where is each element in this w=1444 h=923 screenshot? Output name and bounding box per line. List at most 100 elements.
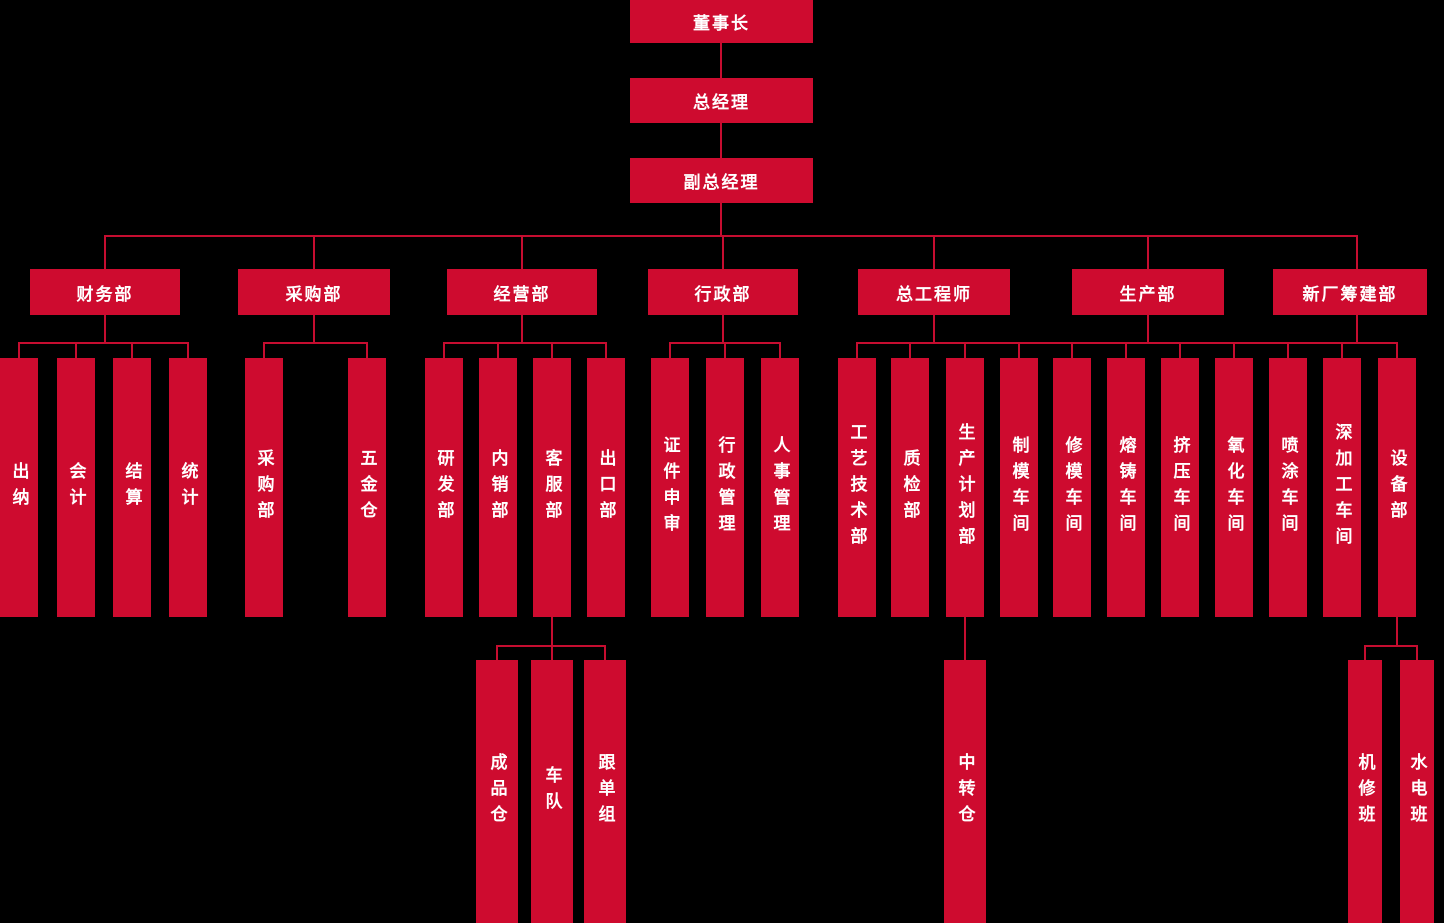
node-extrusion-workshop: 挤压车间 [1161, 358, 1199, 617]
connector-line [131, 342, 133, 358]
node-label: 工艺技术部 [846, 422, 867, 553]
node-label: 新厂筹建部 [1302, 284, 1398, 305]
node-label: 采购部 [285, 284, 343, 305]
connector-line [521, 315, 523, 342]
connector-line [187, 342, 189, 358]
node-label: 客服部 [541, 448, 562, 527]
node-label: 中转仓 [954, 752, 975, 831]
node-label: 制模车间 [1008, 435, 1029, 540]
connector-line [313, 235, 315, 269]
node-label: 副总经理 [683, 173, 760, 193]
node-label: 喷涂车间 [1277, 435, 1298, 540]
connector-line [1364, 645, 1418, 647]
node-label: 跟单组 [594, 752, 615, 831]
connector-line [313, 315, 315, 342]
node-label: 质检部 [899, 448, 920, 527]
node-label: 车队 [541, 765, 562, 818]
node-label: 行政管理 [714, 435, 735, 540]
node-mold-repair-workshop: 修模车间 [1053, 358, 1091, 617]
connector-line [722, 315, 724, 342]
node-transit-warehouse: 中转仓 [944, 660, 986, 923]
node-label: 统计 [177, 461, 198, 514]
node-label: 总工程师 [896, 284, 972, 305]
node-label: 人事管理 [769, 435, 790, 540]
node-label: 水电班 [1406, 752, 1427, 831]
node-casting-workshop: 熔铸车间 [1107, 358, 1145, 617]
node-oxidation-workshop: 氧化车间 [1215, 358, 1253, 617]
connector-line [1396, 617, 1398, 645]
node-label: 董事长 [693, 14, 750, 34]
node-customer-service-dept: 客服部 [533, 358, 571, 617]
node-label: 行政部 [694, 284, 752, 305]
connector-line [104, 315, 106, 342]
connector-line [1416, 645, 1418, 660]
node-label: 机修班 [1354, 752, 1375, 831]
node-label: 结算 [121, 461, 142, 514]
connector-line [1147, 315, 1149, 342]
node-cashier: 出纳 [0, 358, 38, 617]
node-label: 五金仓 [356, 448, 377, 527]
connector-line [104, 235, 106, 269]
connector-line [1018, 342, 1020, 358]
node-general-manager: 总经理 [630, 78, 813, 123]
node-order-tracking-team: 跟单组 [584, 660, 626, 923]
node-rd-dept: 研发部 [425, 358, 463, 617]
connector-line [720, 123, 722, 158]
connector-line [724, 342, 726, 358]
dept-chief-engineer: 总工程师 [858, 269, 1010, 315]
node-label: 生产计划部 [954, 422, 975, 553]
dept-production: 生产部 [1072, 269, 1224, 315]
node-label: 挤压车间 [1169, 435, 1190, 540]
connector-line [496, 645, 498, 660]
connector-line [1287, 342, 1289, 358]
connector-line [104, 235, 1358, 237]
node-label: 修模车间 [1061, 435, 1082, 540]
node-deputy-general-manager: 副总经理 [630, 158, 813, 203]
connector-line [909, 342, 911, 358]
connector-line [18, 342, 20, 358]
connector-line [551, 617, 553, 645]
connector-line [1233, 342, 1235, 358]
connector-line [605, 342, 607, 358]
node-label: 经营部 [493, 284, 551, 305]
node-label: 出纳 [8, 461, 29, 514]
node-label: 采购部 [253, 448, 274, 527]
connector-line [263, 342, 368, 344]
connector-line [779, 342, 781, 358]
node-label: 氧化车间 [1223, 435, 1244, 540]
node-settlement: 结算 [113, 358, 151, 617]
node-label: 内销部 [487, 448, 508, 527]
node-hardware-warehouse: 五金仓 [348, 358, 386, 617]
node-equipment-dept: 设备部 [1378, 358, 1416, 617]
node-production-planning-dept: 生产计划部 [946, 358, 984, 617]
connector-line [964, 342, 966, 358]
node-machine-repair-team: 机修班 [1348, 660, 1382, 923]
node-label: 证件申审 [659, 435, 680, 540]
connector-line [1396, 342, 1398, 358]
node-finished-goods-warehouse: 成品仓 [476, 660, 518, 923]
node-label: 研发部 [433, 448, 454, 527]
node-certificate-review: 证件申审 [651, 358, 689, 617]
node-label: 出口部 [595, 448, 616, 527]
connector-line [933, 315, 935, 342]
connector-line [856, 342, 858, 358]
connector-line [1071, 342, 1073, 358]
node-label: 成品仓 [486, 752, 507, 831]
connector-line [366, 342, 368, 358]
connector-line [669, 342, 671, 358]
node-label: 财务部 [76, 284, 134, 305]
dept-operations: 经营部 [447, 269, 597, 315]
node-admin-management: 行政管理 [706, 358, 744, 617]
node-chairman: 董事长 [630, 0, 813, 43]
connector-line [551, 645, 553, 660]
connector-line [1147, 235, 1149, 269]
connector-line [263, 342, 265, 358]
connector-line [443, 342, 606, 344]
node-purchasing-section: 采购部 [245, 358, 283, 617]
node-label: 熔铸车间 [1115, 435, 1136, 540]
node-spraying-workshop: 喷涂车间 [1269, 358, 1307, 617]
connector-line [497, 342, 499, 358]
connector-line [1179, 342, 1181, 358]
dept-finance: 财务部 [30, 269, 180, 315]
node-export-dept: 出口部 [587, 358, 625, 617]
